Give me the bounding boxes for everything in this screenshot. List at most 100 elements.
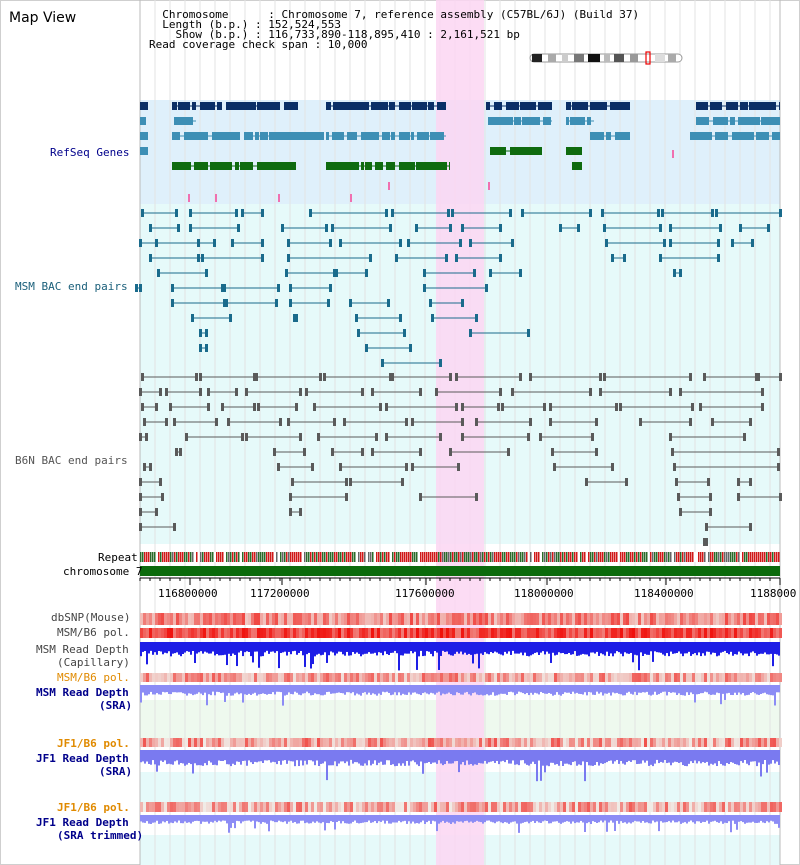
repeat-element bbox=[340, 552, 342, 562]
depth-bar bbox=[380, 685, 382, 695]
polymorphism-cell bbox=[482, 802, 485, 812]
b6n-bac-pair-end bbox=[419, 493, 422, 501]
depth-bar bbox=[230, 685, 232, 696]
depth-bar bbox=[658, 815, 660, 832]
depth-bar bbox=[298, 750, 300, 767]
depth-bar bbox=[224, 750, 226, 761]
repeat-element bbox=[668, 552, 670, 562]
polymorphism-cell bbox=[377, 738, 380, 747]
b6n-bac-end-pairs-track[interactable] bbox=[139, 373, 782, 546]
depth-bar bbox=[376, 642, 378, 656]
polymorphism-cell bbox=[266, 628, 269, 638]
b6n-bac-pair-end bbox=[141, 373, 144, 381]
depth-bar bbox=[158, 750, 160, 766]
read-depth-tracks[interactable] bbox=[140, 642, 780, 833]
depth-bar bbox=[592, 815, 594, 822]
chromosome-bar[interactable] bbox=[140, 566, 780, 576]
repeat-element bbox=[698, 552, 700, 562]
depth-bar bbox=[140, 642, 142, 657]
label-jf1-depth-trim-1[interactable]: JF1 Read Depth bbox=[36, 816, 129, 829]
polymorphism-cell bbox=[197, 673, 200, 682]
depth-bar bbox=[290, 750, 292, 762]
polymorphism-cell bbox=[143, 673, 146, 682]
repeat-element bbox=[448, 552, 450, 562]
label-msm-depth-cap-1[interactable]: MSM Read Depth bbox=[36, 643, 129, 656]
depth-bar bbox=[228, 750, 230, 765]
depth-bar bbox=[272, 815, 274, 822]
label-msm-b6-pol-2[interactable]: MSM/B6 pol. bbox=[57, 671, 130, 684]
label-jf1-b6-pol-2[interactable]: JF1/B6 pol. bbox=[57, 801, 130, 814]
polymorphism-cell bbox=[704, 673, 707, 682]
polymorphism-cell bbox=[452, 802, 455, 812]
polymorphism-cell bbox=[284, 802, 287, 812]
repeat-element bbox=[460, 552, 462, 562]
repeat-track[interactable] bbox=[140, 552, 780, 562]
repeat-element bbox=[302, 552, 304, 562]
depth-bar bbox=[594, 815, 596, 822]
b6n-bac-pair-end bbox=[165, 388, 168, 396]
label-dbsnp[interactable]: dbSNP(Mouse) bbox=[51, 611, 131, 624]
polymorphism-cell bbox=[230, 738, 233, 747]
depth-bar bbox=[574, 750, 576, 762]
polymorphism-cell bbox=[164, 613, 167, 625]
depth-bar bbox=[638, 750, 640, 764]
depth-bar bbox=[674, 750, 676, 762]
heatmap-tracks[interactable] bbox=[140, 613, 782, 812]
msm-bac-pair-end bbox=[141, 209, 144, 217]
depth-bar bbox=[242, 642, 244, 657]
depth-bar bbox=[582, 685, 584, 695]
depth-bar bbox=[446, 815, 448, 822]
polymorphism-cell bbox=[293, 613, 296, 625]
repeat-element bbox=[288, 552, 290, 562]
depth-bar bbox=[696, 815, 698, 822]
polymorphism-cell bbox=[257, 738, 260, 747]
polymorphism-cell bbox=[332, 628, 335, 638]
polymorphism-cell bbox=[194, 802, 197, 812]
polymorphism-cell bbox=[281, 802, 284, 812]
depth-bar bbox=[206, 750, 208, 766]
polymorphism-cell bbox=[695, 628, 698, 638]
polymorphism-cell bbox=[722, 738, 725, 747]
repeat-element bbox=[272, 552, 274, 562]
label-msm-depth-sra-1[interactable]: MSM Read Depth bbox=[36, 686, 129, 699]
refseq-genes-track[interactable] bbox=[140, 102, 780, 202]
polymorphism-cell bbox=[515, 802, 518, 812]
depth-bar bbox=[196, 815, 198, 821]
label-jf1-b6-pol-1[interactable]: JF1/B6 pol. bbox=[57, 737, 130, 750]
depth-bar bbox=[160, 642, 162, 652]
polymorphism-cell bbox=[461, 628, 464, 638]
polymorphism-cell bbox=[575, 802, 578, 812]
gene-exon bbox=[235, 162, 239, 170]
depth-bar bbox=[148, 685, 150, 695]
depth-bar bbox=[508, 750, 510, 764]
polymorphism-cell bbox=[710, 802, 713, 812]
repeat-element bbox=[514, 552, 516, 562]
label-repeat[interactable]: Repeat bbox=[98, 551, 138, 564]
msm-bac-pair-end bbox=[197, 254, 200, 262]
msm-bac-end-pairs-track[interactable] bbox=[135, 209, 782, 367]
depth-bar bbox=[412, 750, 414, 761]
repeat-element bbox=[588, 552, 590, 562]
selection-highlight[interactable] bbox=[436, 0, 484, 865]
polymorphism-cell bbox=[605, 628, 608, 638]
label-refseq-genes[interactable]: RefSeq Genes bbox=[50, 146, 130, 159]
depth-bar bbox=[284, 750, 286, 761]
label-b6n-bac[interactable]: B6N BAC end pairs bbox=[15, 454, 128, 467]
polymorphism-cell bbox=[440, 613, 443, 625]
msm-bac-pair-end bbox=[659, 224, 662, 232]
depth-bar bbox=[438, 750, 440, 761]
repeat-element bbox=[396, 552, 398, 562]
depth-bar bbox=[622, 750, 624, 764]
b6n-bac-pair-end bbox=[619, 403, 622, 411]
gene-exon bbox=[417, 132, 429, 140]
msm-bac-pair-end bbox=[715, 209, 718, 217]
label-msm-b6-pol-1[interactable]: MSM/B6 pol. bbox=[57, 626, 130, 639]
depth-bar bbox=[720, 750, 722, 764]
polymorphism-cell bbox=[578, 738, 581, 747]
label-msm-bac[interactable]: MSM BAC end pairs bbox=[15, 280, 128, 293]
b6n-bac-pair-end bbox=[507, 448, 510, 456]
label-jf1-depth-sra-1[interactable]: JF1 Read Depth bbox=[36, 752, 129, 765]
chromosome-ideogram[interactable] bbox=[529, 51, 683, 65]
depth-bar bbox=[554, 750, 556, 765]
